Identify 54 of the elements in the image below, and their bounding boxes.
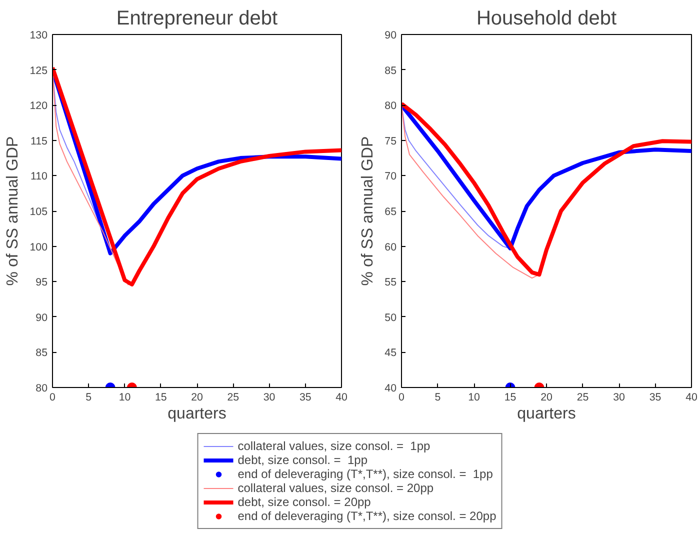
x-tick-label: 20 <box>191 392 203 404</box>
y-tick-label: 50 <box>384 312 397 324</box>
chart-title: Entrepreneur debt <box>116 8 278 30</box>
legend-label: debt, size consol. = 20pp <box>238 495 371 509</box>
legend-label: end of deleveraging (T*,T**), size consol. = 1pp <box>238 467 493 481</box>
x-tick-label: 25 <box>576 392 589 404</box>
legend-label: collateral values, size consol. = 1pp <box>238 439 430 453</box>
x-tick-label: 0 <box>50 392 56 404</box>
y-tick-label: 70 <box>384 170 397 183</box>
x-tick-label: 40 <box>336 392 348 404</box>
chart-title: Household debt <box>476 8 617 30</box>
y-tick-label: 60 <box>384 241 397 254</box>
x-tick-label: 30 <box>613 392 625 404</box>
y-tick-label: 85 <box>36 347 48 360</box>
x-tick-label: 40 <box>686 392 698 404</box>
line-series <box>402 102 692 277</box>
y-tick-label: 105 <box>30 206 48 218</box>
x-tick-label: 15 <box>154 392 167 404</box>
x-axis-title: quarters <box>517 406 576 422</box>
y-tick-label: 115 <box>30 135 48 148</box>
y-tick-label: 80 <box>384 100 397 112</box>
x-tick-label: 0 <box>398 392 405 404</box>
y-tick-label: 80 <box>36 382 48 394</box>
legend-label: end of deleveraging (T*,T**), size consol. = 20pp <box>238 509 496 523</box>
y-tick-label: 85 <box>384 64 397 77</box>
line-series <box>402 104 540 279</box>
y-tick-label: 45 <box>384 347 397 360</box>
x-tick-label: 35 <box>649 392 662 404</box>
legend-label: collateral values, size consol. = 20pp <box>238 481 434 495</box>
x-tick-label: 5 <box>434 392 441 404</box>
y-tick-label: 110 <box>30 170 48 183</box>
x-tick-label: 25 <box>227 392 240 404</box>
x-tick-label: 30 <box>263 392 276 404</box>
y-axis-title: % of SS annual GDP <box>360 136 377 286</box>
y-tick-label: 125 <box>30 64 48 77</box>
y-tick-label: 90 <box>384 30 397 42</box>
x-axis-title: quarters <box>168 406 226 422</box>
x-tick-label: 15 <box>504 392 516 404</box>
y-tick-label: 75 <box>384 135 397 148</box>
x-tick-label: 10 <box>468 392 480 404</box>
x-tick-label: 10 <box>118 392 131 404</box>
y-tick-label: 40 <box>384 382 397 394</box>
legend-label: debt, size consol. = 1pp <box>238 453 368 467</box>
x-tick-label: 35 <box>299 392 312 404</box>
y-tick-label: 55 <box>384 276 397 289</box>
y-tick-label: 100 <box>30 241 48 254</box>
x-tick-label: 5 <box>86 392 92 404</box>
y-tick-label: 120 <box>30 100 48 112</box>
x-tick-label: 20 <box>540 392 552 404</box>
y-tick-label: 130 <box>30 30 48 42</box>
y-axis-title: % of SS annual GDP <box>4 136 22 286</box>
y-tick-label: 90 <box>36 312 48 324</box>
y-tick-label: 65 <box>384 206 397 218</box>
y-tick-label: 95 <box>36 276 48 289</box>
